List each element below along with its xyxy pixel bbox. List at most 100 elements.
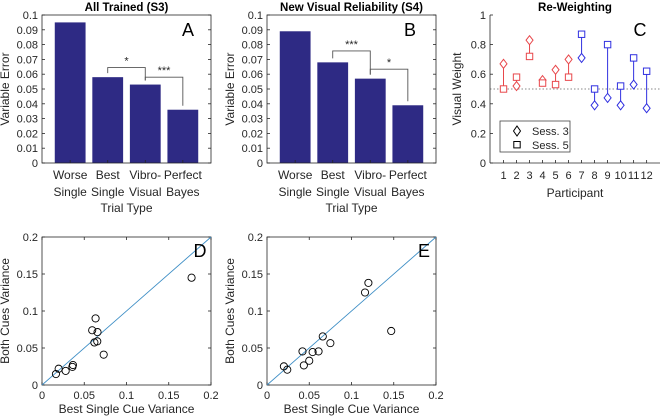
significance-label: *** (158, 65, 172, 77)
y-tick-label: 0.2 (23, 232, 38, 244)
x-tick-label: 0 (39, 390, 45, 402)
x-tick-label: 11 (628, 170, 639, 182)
sess5-square-marker (590, 85, 599, 93)
y-tick-label: 0.08 (17, 40, 38, 52)
chart-title: All Trained (S3) (85, 2, 169, 14)
y-axis-label: Both Cues Variance (0, 258, 12, 364)
y-tick-label: 1 (480, 10, 486, 22)
bar (54, 22, 86, 164)
y-tick-label: 0.09 (17, 25, 38, 37)
significance-bracket (369, 68, 409, 102)
data-point (298, 347, 307, 356)
sess5-square-marker (551, 80, 560, 89)
bar (279, 31, 311, 164)
y-tick-label: 0.07 (17, 54, 38, 66)
sess3-diamond-marker (616, 99, 625, 111)
x-tick-label: 0.2 (428, 390, 443, 402)
x-tick-label: 0.15 (158, 390, 179, 402)
panel-D: 0 0.05 0.1 0.15 0.2 0 0.05 0.1 0.15 0.2 Best Singl… (0, 232, 219, 416)
significance-label: * (124, 56, 129, 68)
sess3-diamond-marker (551, 64, 560, 76)
y-axis-label: Both Cues Variance (223, 258, 237, 364)
data-point (99, 350, 108, 359)
data-point (314, 347, 323, 356)
sess3-diamond-marker (629, 79, 638, 90)
data-point (299, 361, 308, 370)
x-tick-label: 6 (566, 170, 572, 182)
data-point (308, 348, 317, 357)
data-point (283, 365, 292, 374)
significance-bracket (332, 50, 371, 75)
y-tick-label: 0 (32, 158, 38, 170)
legend: Sess. 3 Sess. 5 (499, 120, 571, 153)
y-tick-label: 0.01 (17, 143, 38, 155)
panel-E: 0 0.05 0.1 0.15 0.2 0 0.05 0.1 0.15 0.2 Best Singl… (223, 232, 444, 416)
x-tick-label: 9 (605, 170, 611, 182)
x-tick-label-line2: Single (316, 185, 350, 199)
x-axis-label: Best Single Cue Variance (284, 402, 420, 416)
sess5-square-marker (499, 85, 508, 93)
y-tick-label: 0.08 (242, 40, 263, 52)
data-point (326, 339, 335, 348)
y-tick-label: 0.15 (17, 269, 38, 281)
y-tick-label: 0.07 (242, 54, 263, 66)
y-tick-label: 0.06 (17, 69, 38, 81)
sess5-square-marker (538, 79, 547, 87)
y-tick-label: 0.09 (242, 25, 263, 37)
x-tick-label: 5 (552, 170, 558, 182)
x-tick-label-line2: Single (53, 185, 87, 199)
y-tick-label: 0.02 (17, 128, 38, 140)
y-tick-label: 0.05 (242, 343, 263, 355)
x-tick-label: 3 (526, 170, 532, 182)
panel-letter: D (194, 241, 207, 261)
chart-title: Re-Weighting (538, 2, 612, 14)
y-tick-label: 0.06 (242, 69, 263, 81)
x-tick-label: 0.1 (344, 390, 359, 402)
sess5-square-marker (603, 40, 612, 49)
legend-label: Sess. 3 (532, 126, 569, 138)
y-tick-label: 0.03 (242, 114, 263, 126)
x-tick-label: 0.05 (299, 390, 320, 402)
panel-letter: B (404, 20, 416, 40)
significance-bracket (144, 76, 184, 106)
y-tick-label: 0.03 (17, 114, 38, 126)
data-point (68, 360, 77, 370)
panel-letter: C (634, 20, 647, 40)
square-icon (513, 141, 521, 149)
sess5-square-marker (577, 30, 586, 38)
x-tick-label-line1: Vibro- (129, 168, 161, 182)
data-point (93, 337, 102, 346)
sess5-square-marker (525, 52, 534, 61)
y-tick-label: 0.4 (471, 99, 486, 111)
bar (392, 105, 424, 163)
significance-bracket (107, 67, 146, 81)
data-point (387, 326, 396, 336)
y-tick-label: 0.1 (248, 10, 263, 22)
y-tick-label: 0 (257, 380, 263, 392)
y-tick-label: 0.01 (242, 143, 263, 155)
data-point (51, 369, 60, 379)
x-tick-label-line1: Vibro- (354, 168, 386, 182)
x-tick-label-line1: Perfect (164, 168, 203, 182)
data-point (93, 328, 102, 337)
panel-A: WorseSingleBestSingleVibro-VisualPerfect… (0, 2, 212, 215)
bar (92, 77, 124, 163)
x-axis-label: Trial Type (325, 201, 377, 215)
data-point (88, 326, 97, 335)
sess5-square-marker (616, 82, 625, 90)
sess3-diamond-marker (577, 52, 586, 64)
legend-label: Sess. 5 (532, 140, 569, 152)
x-tick-label-line2: Visual (129, 185, 161, 199)
x-tick-label: 0.2 (203, 390, 218, 402)
data-point (360, 288, 370, 297)
x-tick-label-line2: Bayes (391, 185, 424, 199)
y-tick-label: 0 (480, 158, 486, 170)
bar (167, 109, 199, 163)
y-tick-label: 0.04 (17, 99, 38, 111)
data-point (305, 356, 314, 365)
sess3-diamond-marker (525, 34, 534, 46)
sess5-square-marker (512, 73, 521, 81)
sess3-diamond-marker (590, 99, 599, 111)
significance-label: *** (345, 39, 359, 51)
